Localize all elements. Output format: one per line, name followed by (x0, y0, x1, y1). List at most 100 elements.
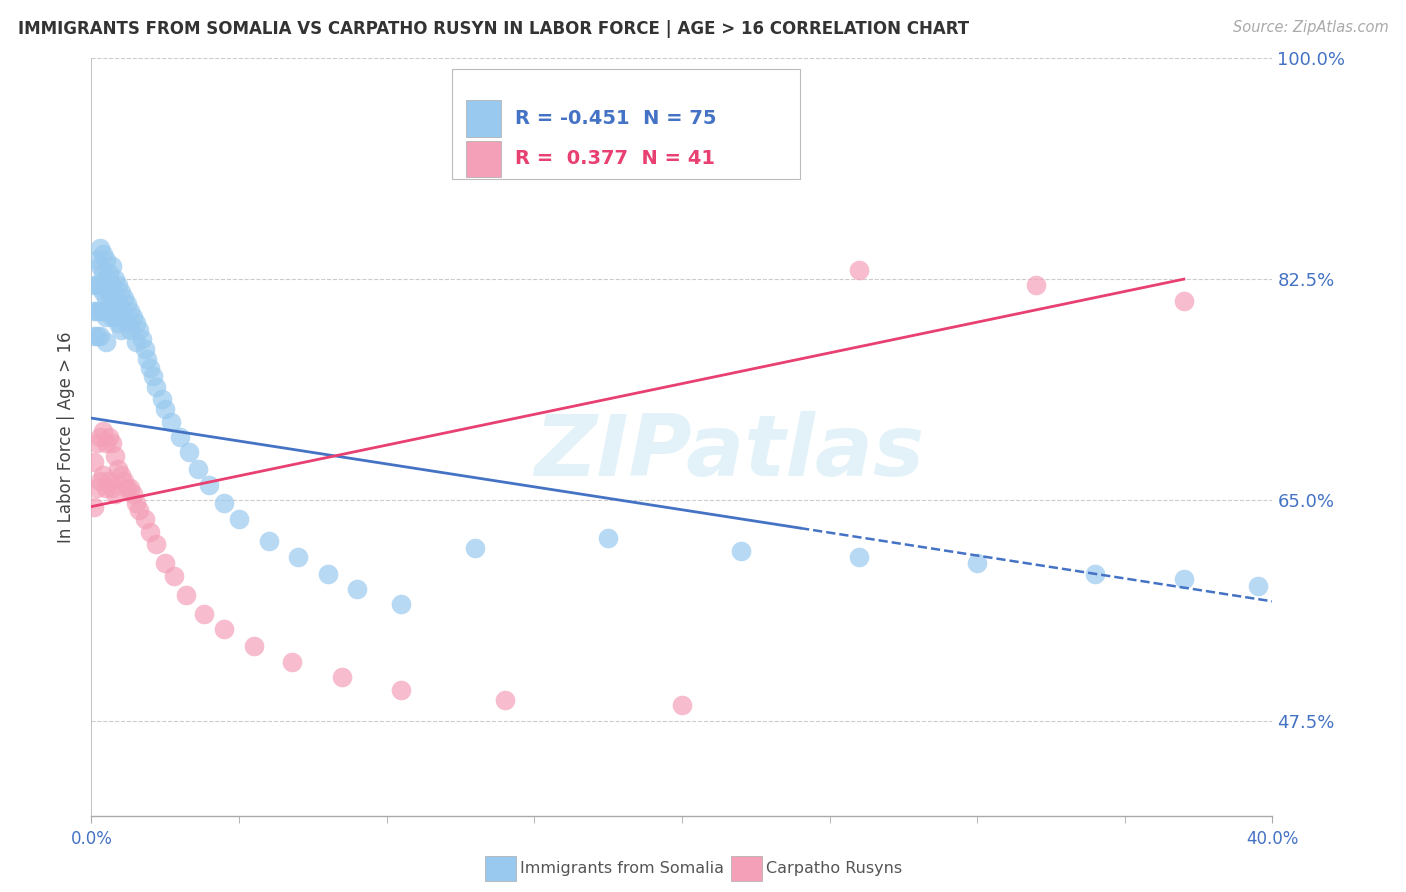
Point (128, 503, 150, 517)
Point (1084, 566, 1107, 581)
Point (287, 550, 309, 565)
Point (83, 329, 105, 343)
Point (83, 455, 105, 469)
Point (848, 263, 870, 277)
Point (243, 639, 266, 653)
Point (98, 430, 121, 444)
Point (193, 607, 215, 621)
Point (101, 278, 124, 293)
Point (91, 247, 114, 261)
Point (153, 557, 177, 571)
Point (142, 369, 165, 384)
Point (118, 303, 141, 318)
Point (134, 512, 156, 526)
Point (86, 329, 108, 343)
Point (115, 297, 138, 311)
Point (118, 323, 141, 337)
Point (214, 496, 236, 510)
Point (112, 310, 135, 324)
Point (104, 291, 127, 305)
Point (110, 323, 132, 337)
Point (214, 622, 236, 636)
Point (145, 379, 167, 393)
Text: Carpatho Rusyns: Carpatho Rusyns (766, 862, 903, 876)
Point (671, 698, 693, 712)
Point (101, 260, 124, 274)
Point (86, 278, 108, 293)
Point (86, 436, 108, 450)
Point (89, 303, 111, 318)
Point (848, 550, 870, 565)
Point (177, 445, 200, 459)
Point (91, 424, 114, 438)
Point (98, 285, 121, 299)
Point (134, 342, 156, 356)
Text: Source: ZipAtlas.com: Source: ZipAtlas.com (1233, 20, 1389, 35)
Point (98, 303, 121, 318)
Point (332, 670, 354, 684)
Point (966, 557, 988, 571)
Point (86, 303, 108, 318)
Point (281, 655, 304, 669)
Point (89, 329, 111, 343)
Point (131, 331, 153, 345)
Point (139, 524, 162, 539)
Point (104, 310, 127, 324)
Point (83, 303, 105, 318)
Point (101, 436, 124, 450)
Point (1025, 278, 1047, 293)
Point (91, 467, 114, 482)
Point (96, 253, 118, 268)
Point (115, 481, 138, 495)
Point (1247, 579, 1270, 593)
Point (1173, 572, 1195, 586)
Point (1173, 293, 1195, 308)
Point (174, 588, 197, 602)
Point (160, 415, 183, 429)
Point (316, 566, 339, 581)
Point (107, 297, 129, 311)
Point (89, 430, 111, 444)
Text: Immigrants from Somalia: Immigrants from Somalia (520, 862, 724, 876)
Point (121, 487, 143, 501)
Point (91, 285, 114, 299)
Point (228, 512, 250, 526)
Point (96, 436, 118, 450)
FancyBboxPatch shape (465, 101, 501, 136)
Point (89, 241, 111, 255)
Point (83, 278, 105, 293)
Point (104, 449, 127, 463)
Point (91, 266, 114, 280)
Point (346, 582, 368, 596)
Text: IMMIGRANTS FROM SOMALIA VS CARPATHO RUSYN IN LABOR FORCE | AGE > 16 CORRELATION : IMMIGRANTS FROM SOMALIA VS CARPATHO RUSY… (18, 20, 969, 37)
Point (464, 541, 486, 556)
Point (107, 461, 129, 475)
Point (107, 278, 129, 293)
FancyBboxPatch shape (451, 70, 800, 179)
Point (139, 360, 162, 375)
Point (96, 291, 118, 305)
Point (730, 544, 752, 558)
Point (163, 569, 186, 583)
Point (104, 272, 127, 286)
Point (104, 487, 127, 501)
Point (389, 597, 413, 611)
Point (145, 537, 167, 551)
Point (96, 272, 118, 286)
Point (101, 291, 124, 305)
Text: ZIPatlas: ZIPatlas (534, 410, 924, 494)
Point (96, 481, 118, 495)
Point (169, 430, 191, 444)
Point (98, 266, 121, 280)
Point (101, 481, 124, 495)
Point (86, 481, 108, 495)
Point (89, 278, 111, 293)
Point (124, 335, 148, 350)
Point (153, 402, 177, 417)
Point (89, 475, 111, 489)
Point (96, 310, 118, 324)
Point (118, 481, 141, 495)
Point (110, 467, 132, 482)
Point (257, 533, 280, 548)
Point (112, 475, 135, 489)
